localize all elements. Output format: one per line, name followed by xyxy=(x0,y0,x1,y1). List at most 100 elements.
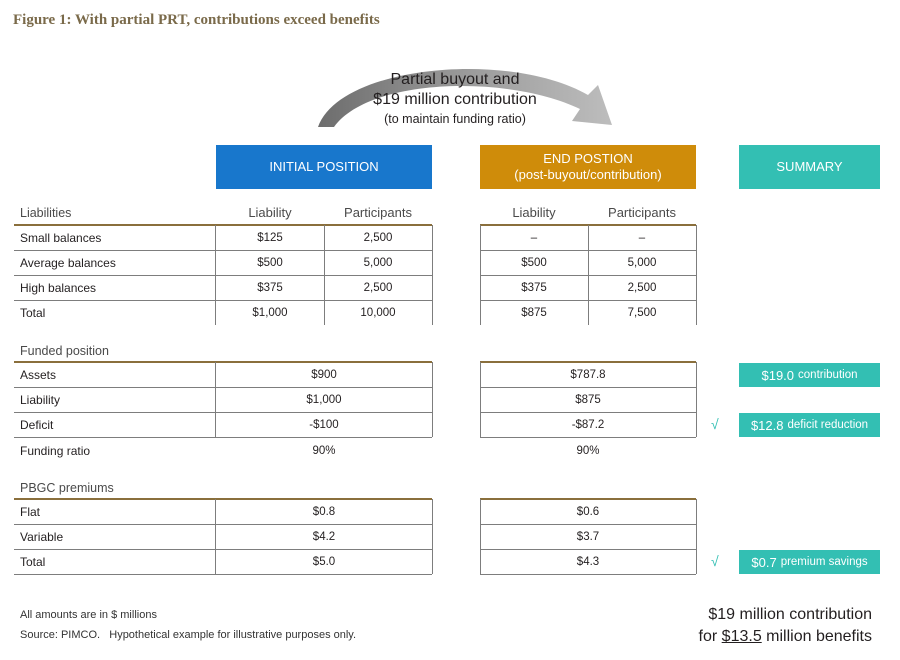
arrow-label-line2: $19 million contribution xyxy=(373,91,537,108)
funded-row-label: Assets xyxy=(20,368,57,382)
arrow-label-line1: Partial buyout and xyxy=(390,71,520,88)
row-divider xyxy=(14,387,432,388)
end-liability-cell: $500 xyxy=(521,257,547,269)
liab-row-label: Small balances xyxy=(20,231,102,245)
init-funded-cell: 90% xyxy=(312,445,336,457)
end-participants-col-header: Participants xyxy=(608,205,676,220)
pbgc-row-label: Total xyxy=(20,555,46,569)
init-participants-cell: 10,000 xyxy=(360,307,396,319)
end-pbgc-cell: $0.6 xyxy=(576,506,600,518)
row-divider xyxy=(480,524,696,525)
deficit-value: $12.8 xyxy=(750,417,784,433)
premium-savings-badge: $0.7 premium savings xyxy=(739,550,880,574)
grid-vline xyxy=(480,499,481,574)
contribution-text: contribution xyxy=(798,369,858,381)
end-participants-cell: – xyxy=(638,232,646,244)
end-funded-cell: $787.8 xyxy=(570,369,606,381)
init-liability-cell: $1,000 xyxy=(252,307,288,319)
summary-footer-benefits: million benefits xyxy=(761,628,872,645)
funded-divider-left xyxy=(14,361,432,363)
arrow-label: Partial buyout and $19 million contribut… xyxy=(330,70,580,128)
premium-value: $0.7 xyxy=(751,554,777,570)
funded-row-label: Deficit xyxy=(20,418,54,432)
init-funded-cell: -$100 xyxy=(309,419,339,431)
grid-vline xyxy=(215,499,216,574)
funded-row-label: Funding ratio xyxy=(20,444,91,458)
liabilities-divider-left xyxy=(14,224,432,226)
init-pbgc-cell: $4.2 xyxy=(312,531,336,543)
row-divider xyxy=(14,275,432,276)
summary-label: SUMMARY xyxy=(776,159,843,174)
end-position-label: END POSTION xyxy=(543,151,633,166)
grid-vline xyxy=(324,225,325,325)
funded-row-label: Liability xyxy=(20,393,61,407)
amounts-footnote: All amounts are in $ millions xyxy=(20,609,157,621)
pbgc-row-label: Variable xyxy=(20,530,64,544)
premium-text: premium savings xyxy=(780,556,868,568)
check-mark-icon: √ xyxy=(711,553,719,569)
deficit-text: deficit reduction xyxy=(787,419,869,431)
init-participants-cell: 2,500 xyxy=(363,232,393,244)
init-funded-cell: $900 xyxy=(311,369,337,381)
curved-arrow-icon xyxy=(318,68,612,127)
row-divider xyxy=(480,437,696,438)
end-liability-cell: $875 xyxy=(521,307,547,319)
end-liability-col-header: Liability xyxy=(512,205,556,220)
summary-footer-amount: $13.5 xyxy=(721,628,762,645)
init-participants-cell: 5,000 xyxy=(363,257,393,269)
pbgc-divider-left xyxy=(14,498,432,500)
pbgc-row-label: Flat xyxy=(20,505,41,519)
grid-vline xyxy=(480,225,481,325)
initial-position-header: INITIAL POSITION xyxy=(216,145,432,189)
row-divider xyxy=(480,574,696,575)
summary-footer-line2: for $13.5 million benefits xyxy=(640,626,872,648)
end-pbgc-cell: $3.7 xyxy=(576,531,600,543)
init-participants-cell: 2,500 xyxy=(363,282,393,294)
summary-footer-line1: $19 million contribution xyxy=(708,606,872,623)
row-divider xyxy=(14,412,432,413)
end-liability-cell: $375 xyxy=(521,282,547,294)
row-divider xyxy=(14,574,432,575)
end-pbgc-cell: $4.3 xyxy=(576,556,600,568)
end-funded-cell: $875 xyxy=(575,394,601,406)
end-participants-cell: 2,500 xyxy=(627,282,657,294)
row-divider xyxy=(480,412,696,413)
init-liability-cell: $125 xyxy=(257,232,283,244)
grid-vline xyxy=(696,362,697,437)
init-liability-cell: $375 xyxy=(257,282,283,294)
summary-footer-for: for xyxy=(698,628,722,645)
init-funded-cell: $1,000 xyxy=(306,394,342,406)
contribution-value: $19.0 xyxy=(761,367,795,383)
initial-liability-col-header: Liability xyxy=(248,205,292,220)
row-divider xyxy=(14,549,432,550)
row-divider xyxy=(480,387,696,388)
summary-header: SUMMARY xyxy=(739,145,880,189)
summary-footer: $19 million contribution for $13.5 milli… xyxy=(640,604,872,648)
initial-position-label: INITIAL POSITION xyxy=(269,159,379,174)
funded-divider-right xyxy=(480,361,696,363)
arrow-label-line3: (to maintain funding ratio) xyxy=(384,112,526,126)
grid-vline xyxy=(696,499,697,574)
pbgc-divider-right xyxy=(480,498,696,500)
liab-row-label: Total xyxy=(20,306,46,320)
grid-vline xyxy=(588,225,589,325)
pbgc-section-label: PBGC premiums xyxy=(20,481,114,495)
init-pbgc-cell: $0.8 xyxy=(312,506,336,518)
grid-vline xyxy=(215,362,216,437)
end-funded-cell: 90% xyxy=(576,445,600,457)
row-divider xyxy=(14,250,432,251)
grid-vline xyxy=(696,225,697,325)
liab-row-label: High balances xyxy=(20,281,97,295)
contribution-badge: $19.0 contribution xyxy=(739,363,880,387)
grid-vline xyxy=(432,362,433,437)
init-pbgc-cell: $5.0 xyxy=(312,556,336,568)
row-divider xyxy=(480,549,696,550)
row-divider xyxy=(14,300,432,301)
check-mark-icon: √ xyxy=(711,416,719,432)
end-funded-cell: -$87.2 xyxy=(571,419,605,431)
end-participants-cell: 5,000 xyxy=(627,257,657,269)
grid-vline xyxy=(432,225,433,325)
liab-row-label: Average balances xyxy=(20,256,116,270)
funded-section-label: Funded position xyxy=(20,344,109,358)
end-participants-cell: 7,500 xyxy=(627,307,657,319)
